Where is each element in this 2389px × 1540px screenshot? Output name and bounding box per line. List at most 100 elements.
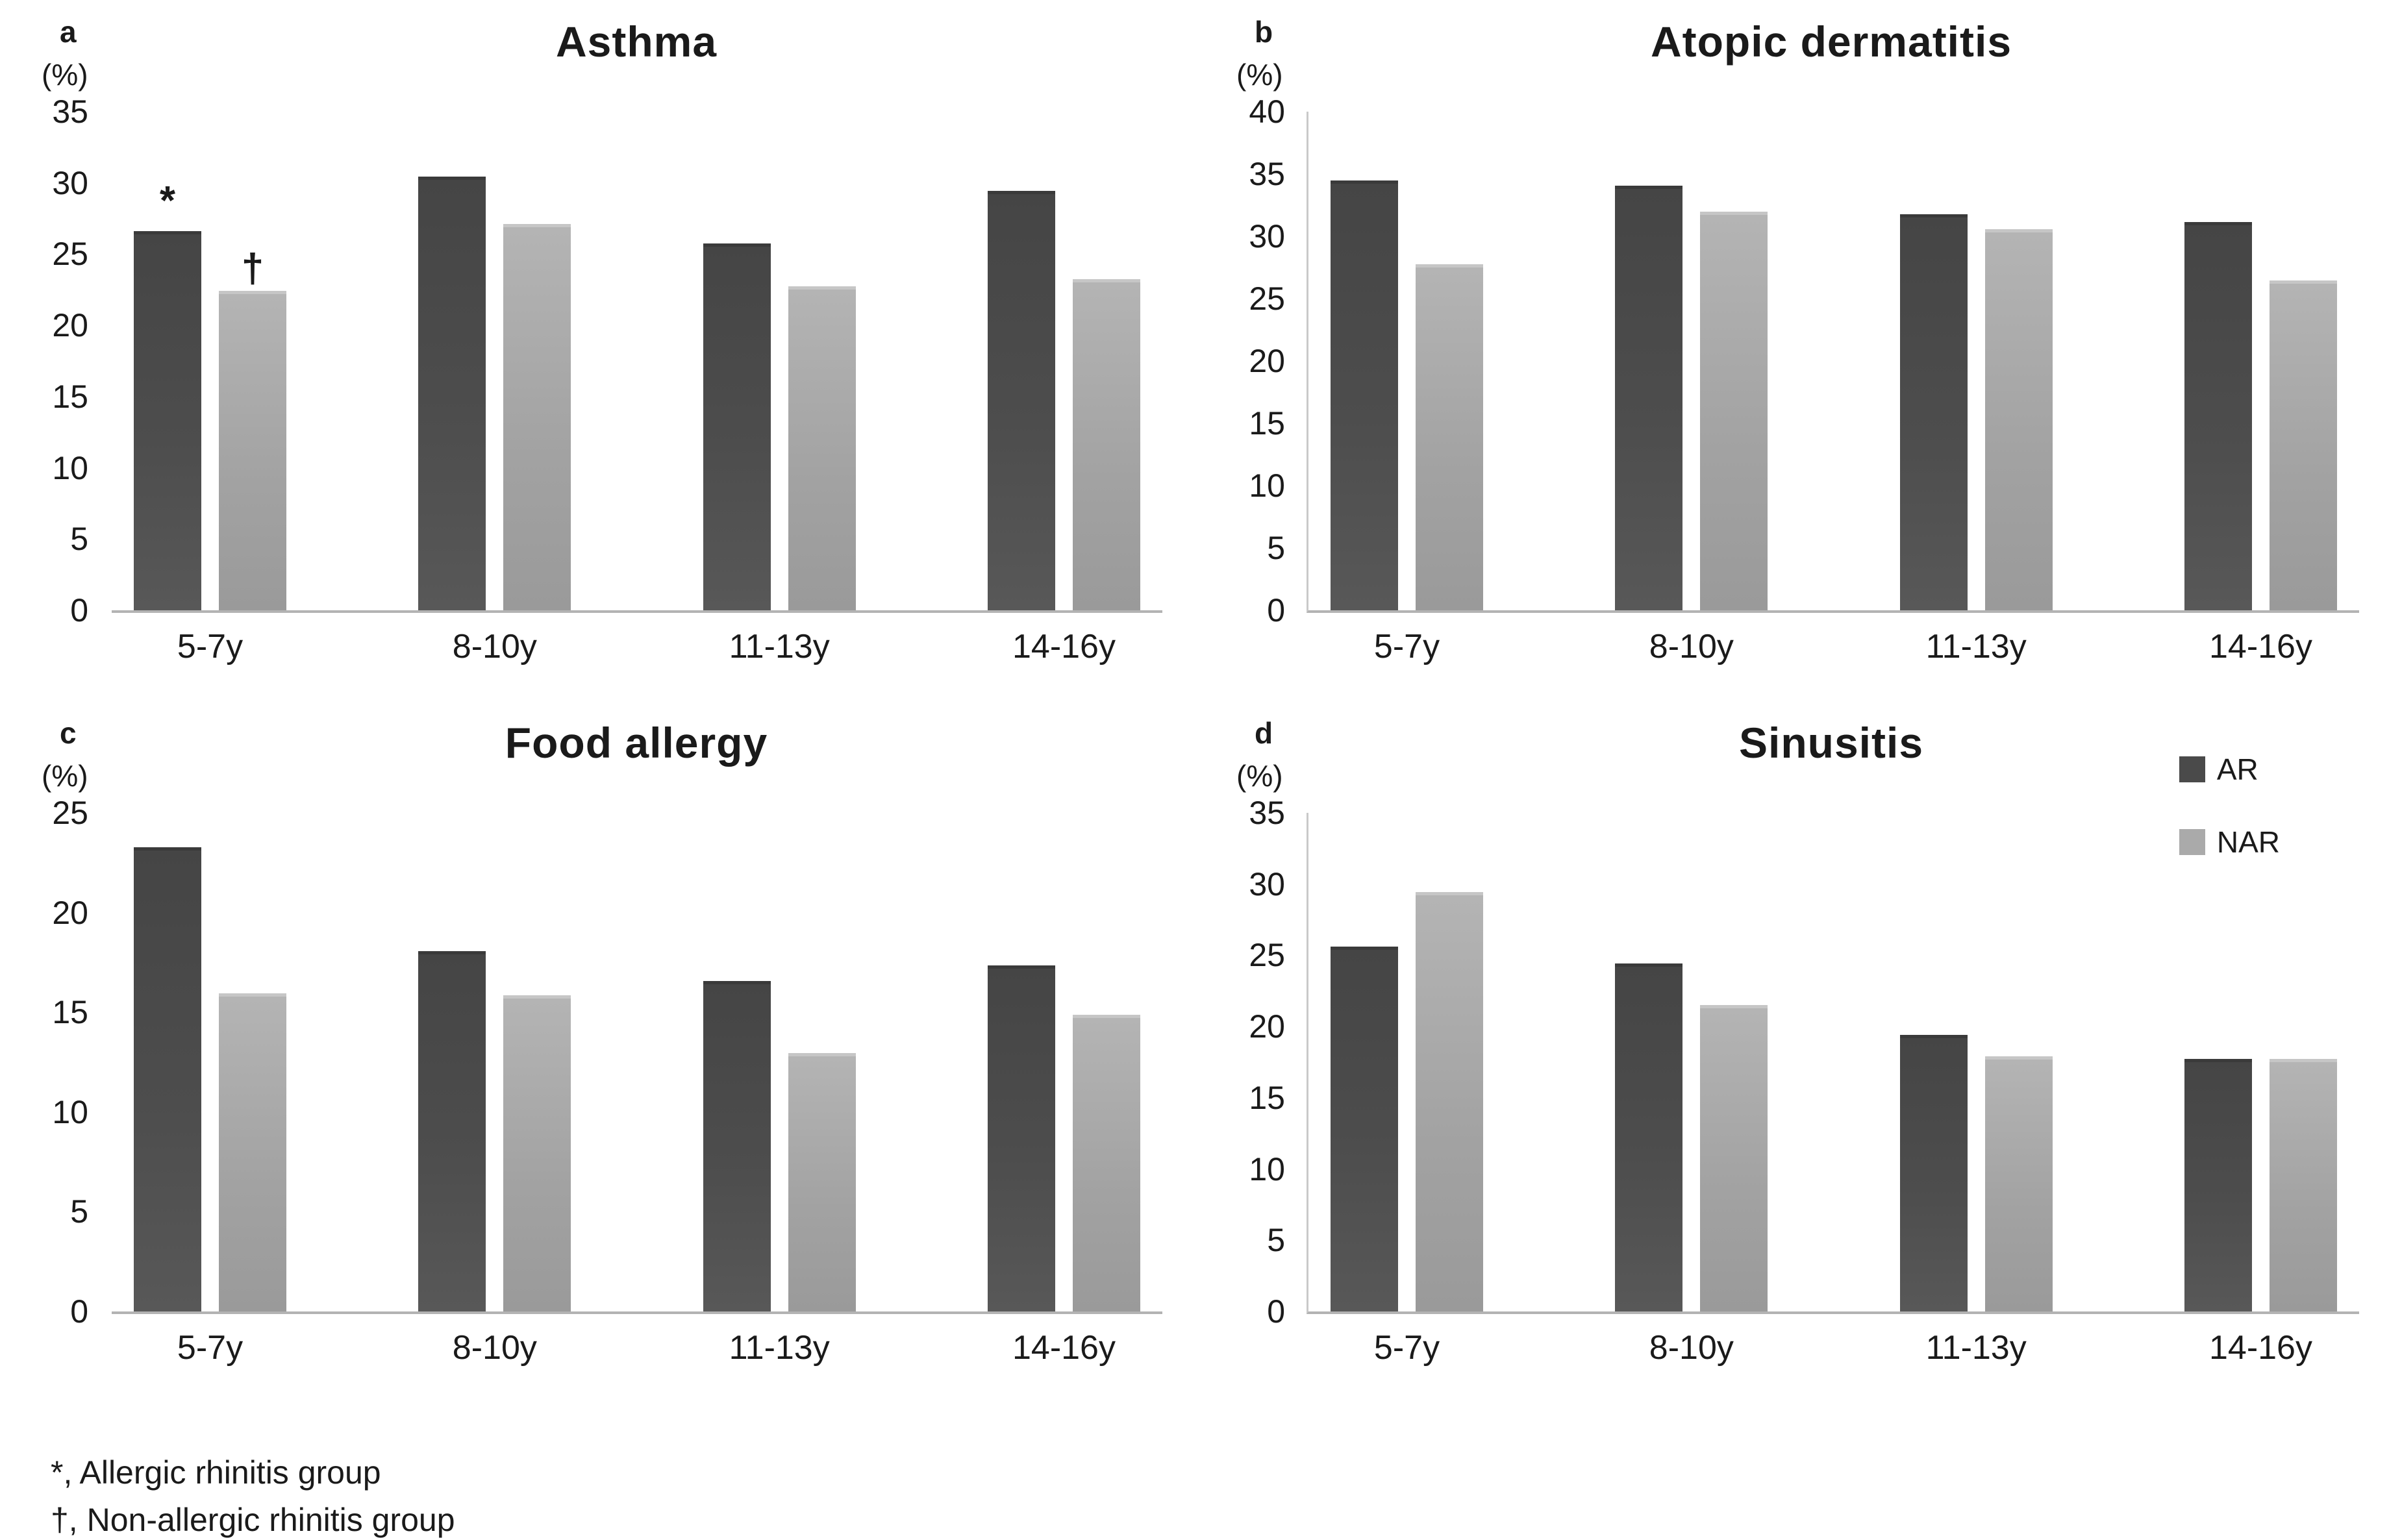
bar-group-5-7y: 5-7y — [134, 813, 286, 1367]
bar-nar-8-10y — [503, 223, 571, 610]
bar-ar-8-10y — [418, 177, 486, 610]
bar-groups: 5-7y 8-10y 11-13y 14-16y — [1308, 112, 2359, 665]
plot-area: 0 5 10 15 20 25 30 35 5-7y 8-10y 11-13y 14-16y — [1249, 797, 2359, 1367]
bar-ar-14-16y — [2184, 1059, 2252, 1311]
x-category-label: 8-10y — [452, 628, 537, 665]
bar-ar-14-16y — [2184, 221, 2252, 610]
bar-group-5-7y: 5-7y — [1331, 112, 1483, 665]
x-category-label: 8-10y — [452, 1329, 537, 1367]
footnotes: *, Allergic rhinitis group †, Non-allerg… — [51, 1449, 455, 1540]
panel-title-b: Atopic dermatitis — [1650, 18, 2012, 66]
x-category-label: 11-13y — [729, 1329, 830, 1367]
bar-nar-5-7y: † — [219, 249, 286, 610]
bar-ar-11-13y — [1899, 1034, 1968, 1311]
bar-nar-14-16y — [1072, 1015, 1140, 1311]
y-tick-label: 5 — [1267, 1222, 1285, 1259]
x-category-label: 11-13y — [1925, 628, 2027, 665]
panel-food-allergy: c (%) Food allergy 0 5 10 15 20 25 5-7y 8-10y 11-13… — [0, 701, 1194, 1402]
bar-group-14-16y: 14-16y — [2184, 112, 2337, 665]
x-category-label: 5-7y — [177, 1329, 244, 1367]
bar-ar-5-7y — [1331, 180, 1398, 610]
bar-nar-11-13y — [788, 1052, 856, 1311]
y-tick-label: 10 — [52, 449, 88, 486]
y-tick-label: 30 — [1249, 218, 1285, 255]
bar-ar-8-10y — [418, 951, 486, 1311]
y-tick-label: 20 — [52, 894, 88, 931]
panel-atopic-dermatitis: b (%) Atopic dermatitis 0 5 10 15 20 25 30 35 40 5-7… — [1195, 0, 2389, 701]
panel-sinusitis: d (%) Sinusitis 0 5 10 15 20 25 30 35 5-7y 8-10y 11-1… — [1195, 701, 2389, 1402]
bar-nar-5-7y — [219, 993, 286, 1311]
bar-group-11-13y: 11-13y — [1899, 112, 2053, 665]
plot-area: 0 5 10 15 20 25 30 35 40 5-7y 8-10y 11-13y 14-16y — [1249, 95, 2359, 665]
y-tick-label: 20 — [52, 307, 88, 344]
x-category-label: 14-16y — [2208, 1329, 2312, 1367]
significance-dagger: † — [241, 246, 264, 292]
bar-group-8-10y: 8-10y — [418, 112, 571, 665]
bar-nar-5-7y — [1416, 892, 1483, 1311]
bar-ar-5-7y — [1331, 946, 1398, 1311]
y-tick-label: 15 — [52, 994, 88, 1031]
y-tick-label: 0 — [70, 1293, 88, 1330]
bar-nar-8-10y — [1700, 212, 1768, 610]
legend-swatch-nar — [2179, 829, 2205, 855]
bar-ar-14-16y — [987, 965, 1055, 1311]
bar-nar-11-13y — [788, 286, 856, 610]
y-tick-label: 35 — [52, 93, 88, 130]
y-tick-label: 35 — [1249, 795, 1285, 831]
bar-group-5-7y: 5-7y — [1331, 813, 1483, 1367]
y-tick-label: 25 — [1249, 280, 1285, 317]
x-category-label: 5-7y — [1373, 628, 1440, 665]
bar-nar-14-16y — [1072, 279, 1140, 610]
y-tick-label: 25 — [52, 795, 88, 831]
x-category-label: 5-7y — [1373, 1329, 1440, 1367]
bar-ar-5-7y — [134, 847, 201, 1311]
y-tick-label: 40 — [1249, 93, 1285, 130]
y-tick-label: 10 — [1249, 467, 1285, 504]
legend-item-ar: AR — [2179, 752, 2280, 787]
y-tick-label: 20 — [1249, 1008, 1285, 1045]
bar-ar-11-13y — [703, 243, 771, 610]
y-axis-unit-label: (%) — [42, 759, 88, 793]
bar-nar-14-16y — [2269, 280, 2337, 610]
y-axis-unit-label: (%) — [42, 58, 88, 92]
y-tick-label: 0 — [1267, 592, 1285, 628]
bar-ar-11-13y — [703, 981, 771, 1311]
panel-title-c: Food allergy — [505, 719, 768, 767]
y-tick-label: 5 — [70, 521, 88, 558]
y-axis-unit-label: (%) — [1236, 58, 1283, 92]
legend-swatch-ar — [2179, 756, 2205, 782]
panel-title-a: Asthma — [555, 18, 718, 66]
bar-groups: 5-7y 8-10y 11-13y 14-16y — [112, 813, 1162, 1367]
bar-group-14-16y: 14-16y — [987, 112, 1140, 665]
y-tick-label: 10 — [1249, 1150, 1285, 1187]
y-tick-label: 30 — [52, 164, 88, 201]
x-category-label: 11-13y — [1925, 1329, 2027, 1367]
x-category-label: 14-16y — [2208, 628, 2312, 665]
y-tick-label: 30 — [1249, 865, 1285, 902]
bar-groups: 5-7y 8-10y 11-13y 14-16y — [1308, 813, 2359, 1367]
y-tick-label: 20 — [1249, 343, 1285, 379]
bar-group-14-16y: 14-16y — [2184, 813, 2337, 1367]
panel-title-d: Sinusitis — [1738, 719, 1924, 767]
bar-group-8-10y: 8-10y — [1615, 813, 1768, 1367]
y-tick-label: 15 — [1249, 405, 1285, 441]
bar-group-14-16y: 14-16y — [987, 813, 1140, 1367]
y-tick-label: 5 — [1267, 530, 1285, 566]
bar-ar-11-13y — [1899, 214, 1968, 610]
bar-ar-8-10y — [1615, 186, 1683, 610]
plot-area: 0 5 10 15 20 25 30 35 * † 5-7y 8-10y 11-13y 14-16y — [52, 95, 1162, 665]
bar-group-11-13y: 11-13y — [1899, 813, 2053, 1367]
panel-asthma: a (%) Asthma 0 5 10 15 20 25 30 35 * † 5-7y 8-10y 11-13… — [0, 0, 1194, 701]
bar-nar-11-13y — [1984, 229, 2053, 610]
bar-group-11-13y: 11-13y — [703, 813, 856, 1367]
y-tick-label: 5 — [70, 1193, 88, 1230]
bar-group-8-10y: 8-10y — [418, 813, 571, 1367]
x-category-label: 5-7y — [177, 628, 244, 665]
bar-nar-14-16y — [2269, 1059, 2337, 1311]
bar-groups: * † 5-7y 8-10y 11-13y 14-16y — [112, 112, 1162, 665]
bar-ar-5-7y: * — [134, 181, 201, 610]
y-tick-label: 10 — [52, 1093, 88, 1130]
y-tick-label: 15 — [1249, 1079, 1285, 1116]
legend-label-ar: AR — [2216, 752, 2258, 786]
